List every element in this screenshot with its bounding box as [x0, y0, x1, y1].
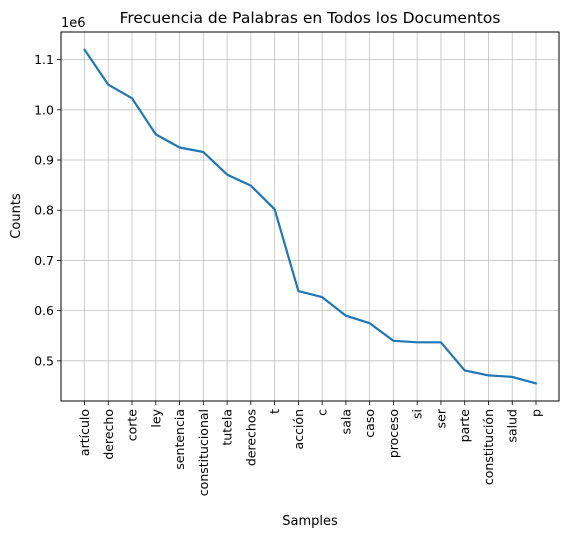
y-tick-label: 0.9: [34, 153, 54, 168]
y-tick-label: 1.0: [34, 102, 54, 117]
x-axis-label: Samples: [282, 514, 338, 529]
y-axis: 0.5 0.6 0.7 0.8 0.9 1.0 1.1: [34, 52, 61, 368]
x-tick-label: derechos: [243, 409, 258, 466]
y-tick-label: 0.7: [34, 253, 54, 268]
y-tick-label: 1.1: [34, 52, 54, 67]
series-layer: [83, 48, 538, 385]
x-tick-label: acción: [291, 409, 306, 449]
x-axis: artículo derecho corte ley sentencia constitu…: [77, 401, 544, 496]
x-tick-label: caso: [362, 409, 377, 438]
y-offset-label: 1e6: [61, 16, 86, 31]
y-tick-label: 0.8: [34, 203, 54, 218]
plot-frame: [60, 31, 560, 402]
series-line: [83, 48, 538, 385]
x-tick-label: proceso: [386, 409, 401, 458]
x-tick-label: parte: [457, 409, 472, 443]
x-tick-label: ser: [433, 408, 448, 428]
x-tick-label: artículo: [77, 409, 92, 456]
y-axis-label: Counts: [9, 193, 24, 239]
grid: [61, 32, 559, 401]
x-tick-label: ley: [148, 408, 163, 427]
x-tick-label: derecho: [101, 409, 116, 460]
x-tick-label: sentencia: [172, 409, 187, 470]
x-tick-label: c: [315, 409, 330, 416]
x-tick-label: constitución: [481, 409, 496, 485]
chart-title: Frecuencia de Palabras en Todos los Docu…: [120, 9, 501, 27]
x-tick-label: p: [529, 409, 544, 417]
x-tick-label: corte: [125, 409, 140, 442]
x-tick-label: t: [267, 409, 282, 414]
x-tick-label: sala: [338, 409, 353, 434]
x-tick-label: constitucional: [196, 409, 211, 496]
y-tick-label: 0.6: [34, 303, 54, 318]
y-tick-label: 0.5: [34, 353, 54, 368]
x-tick-label: si: [410, 409, 425, 419]
x-tick-label: tutela: [220, 409, 235, 446]
x-tick-label: salud: [505, 409, 520, 443]
